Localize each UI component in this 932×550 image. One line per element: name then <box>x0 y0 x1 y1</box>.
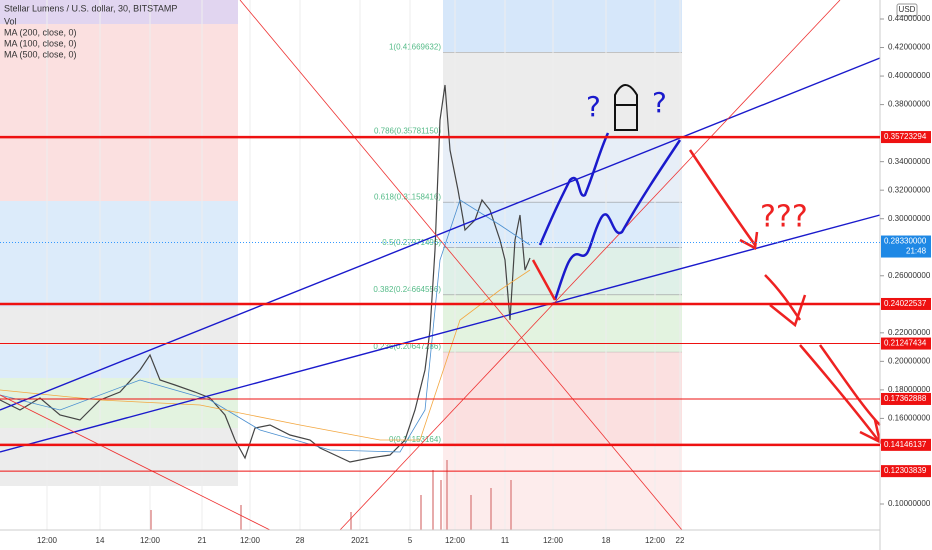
price-tick-label: 0.44000000 <box>888 14 931 23</box>
arrow-drawing <box>688 149 759 250</box>
price-tick-label: 0.18000000 <box>888 385 931 394</box>
chart-title: Stellar Lumens / U.S. dollar, 30, BITSTA… <box>4 3 177 13</box>
time-tick-label: 12:00 <box>240 536 261 545</box>
time-tick-label: 18 <box>602 536 611 545</box>
diagonal-line <box>339 0 841 531</box>
time-tick-label: 12:00 <box>140 536 161 545</box>
annotation: ? <box>652 86 667 119</box>
time-tick-label: 14 <box>96 536 105 545</box>
diagonal-line <box>0 394 271 531</box>
diagonal-line <box>239 0 683 531</box>
indicator: Vol <box>4 16 17 26</box>
price-tick-label: 0.20000000 <box>888 356 931 365</box>
level-badge <box>881 438 931 451</box>
level-label: 0.14146137 <box>884 440 927 449</box>
time-tick-label: 21 <box>198 536 207 545</box>
arrow-drawing <box>538 132 610 246</box>
level-badge <box>881 465 931 478</box>
fib-label: 0.618(0.31158416) <box>374 192 441 201</box>
level-label: 0.35723294 <box>884 132 927 141</box>
zone <box>0 307 238 345</box>
time-tick-label: 28 <box>296 536 305 545</box>
volume <box>150 460 512 530</box>
level-label: 0.17362888 <box>884 394 927 403</box>
price-tick-label: 0.40000000 <box>888 71 931 80</box>
level-badge <box>881 337 931 350</box>
time-tick-label: 11 <box>501 536 510 545</box>
time-tick-label: 12:00 <box>37 536 58 545</box>
annotation: ??? <box>760 200 808 235</box>
fib-zone <box>443 0 682 53</box>
fib-label: 0(0.14153164) <box>389 435 441 444</box>
level-label: 0.12303839 <box>884 466 927 475</box>
price-tick-label: 0.16000000 <box>888 414 931 423</box>
price-tick-label: 0.22000000 <box>888 328 931 337</box>
level-badge <box>881 392 931 405</box>
level-label: 0.21247434 <box>884 339 927 348</box>
zone <box>0 428 238 486</box>
fib-zone <box>443 52 682 137</box>
indicator: MA (200, close, 0) <box>4 27 77 37</box>
time-tick-label: 5 <box>408 536 413 545</box>
price-tick-label: 0.42000000 <box>888 43 931 52</box>
current-price-time: 21:48 <box>906 247 927 256</box>
arrow-drawing <box>553 139 682 301</box>
trend-line <box>0 57 881 411</box>
fib-zone <box>443 352 682 530</box>
ma-line <box>0 199 531 453</box>
current-price-label: 0.28330000 <box>884 237 927 246</box>
time-tick-label: 12:00 <box>645 536 666 545</box>
price-tick-label: 0.10000000 <box>888 499 931 508</box>
zone <box>0 0 238 24</box>
fib-zone <box>443 136 682 203</box>
current-price-badge <box>881 235 931 258</box>
level-label: 0.24022537 <box>884 299 927 308</box>
indicator: MA (500, close, 0) <box>4 49 77 59</box>
fib-label: 1(0.41669632) <box>389 42 441 51</box>
price-tick-label: 0.26000000 <box>888 271 931 280</box>
price-tick-label: 0.32000000 <box>888 185 931 194</box>
price-tick-label: 0.30000000 <box>888 214 931 223</box>
zone <box>0 24 238 201</box>
zone <box>0 201 238 307</box>
price-path <box>0 84 531 463</box>
time-tick-label: 22 <box>676 536 685 545</box>
fib-label: 0.786(0.35781150) <box>374 126 441 135</box>
fib-label: 0.236(0.20647286) <box>373 342 441 351</box>
level-badge <box>881 131 931 144</box>
price-tick-label: 0.38000000 <box>888 100 931 109</box>
fib-label: 0.382(0.24664556) <box>373 285 441 294</box>
trend-line <box>0 214 881 453</box>
time-tick-label: 2021 <box>351 536 369 545</box>
fib-zone <box>443 247 682 295</box>
zone <box>0 345 238 378</box>
indicator: MA (100, close, 0) <box>4 38 77 48</box>
time-tick-label: 12:00 <box>543 536 564 545</box>
currency: USD <box>899 5 916 14</box>
time-tick-label: 12:00 <box>445 536 466 545</box>
price-tick-label: 0.34000000 <box>888 157 931 166</box>
level-badge <box>881 297 931 310</box>
arrow-drawing <box>531 259 557 301</box>
rocket-drawing <box>614 84 638 131</box>
currency-box <box>896 3 918 17</box>
annotation: ? <box>586 90 601 123</box>
